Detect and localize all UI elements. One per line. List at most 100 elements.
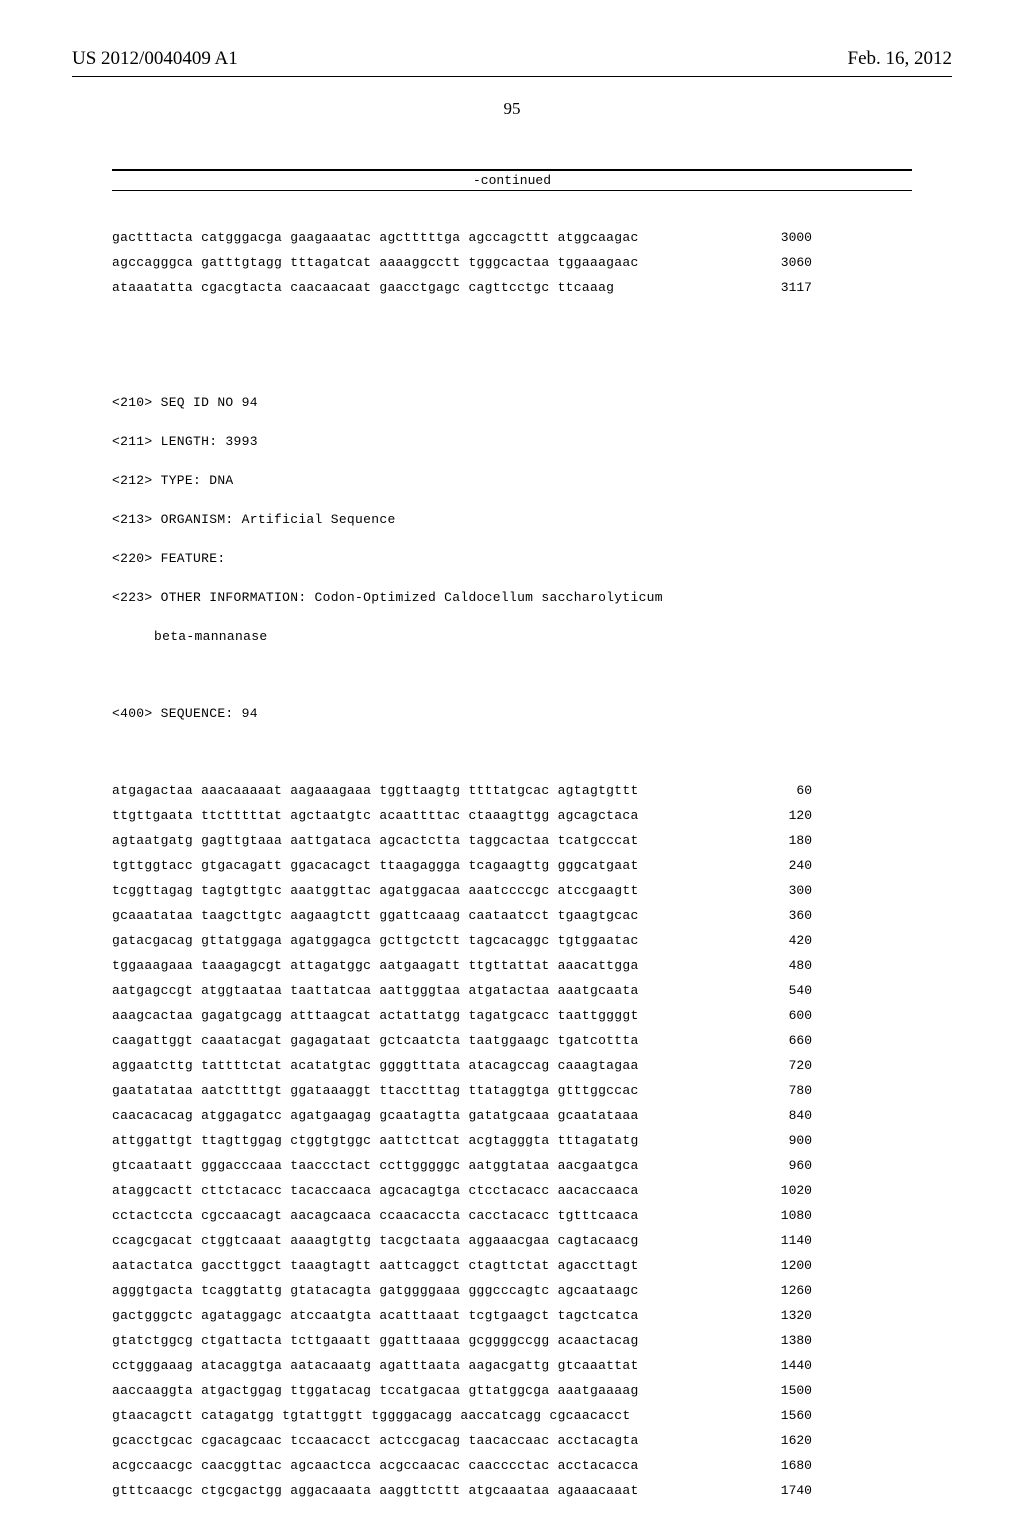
seq-text: ccagcgacat ctggtcaaat aaaagtgttg tacgcta…	[112, 1234, 639, 1247]
seq-text: gactttacta catgggacga gaagaaatac agctttt…	[112, 231, 639, 244]
seq-text: agggtgacta tcaggtattg gtatacagta gatgggg…	[112, 1284, 639, 1297]
seq-row: gcacctgcac cgacagcaac tccaacacct actccga…	[112, 1434, 812, 1447]
seq-text: aatgagccgt atggtaataa taattatcaa aattggg…	[112, 984, 639, 997]
seq-row: ataggcactt cttctacacc tacaccaaca agcacag…	[112, 1184, 812, 1197]
seq-position: 1380	[764, 1334, 812, 1347]
continued-label: -continued	[112, 169, 912, 191]
seq-text: ataggcactt cttctacacc tacaccaaca agcacag…	[112, 1184, 639, 1197]
seq-position: 120	[764, 809, 812, 822]
sequence-listing: gactttacta catgggacga gaagaaatac agctttt…	[112, 205, 912, 1523]
seq-row: aggaatcttg tattttctat acatatgtac ggggttt…	[112, 1059, 812, 1072]
seq-row: acgccaacgc caacggttac agcaactcca acgccaa…	[112, 1459, 812, 1472]
seq-text: ttgttgaata ttctttttat agctaatgtc acaattt…	[112, 809, 639, 822]
seq-text: gtcaataatt gggacccaaa taaccctact ccttggg…	[112, 1159, 639, 1172]
seq-position: 240	[764, 859, 812, 872]
seq-position: 720	[764, 1059, 812, 1072]
seq-position: 960	[764, 1159, 812, 1172]
seq-row: gtttcaacgc ctgcgactgg aggacaaata aaggttc…	[112, 1484, 812, 1497]
seq-text: gcaaatataa taagcttgtc aagaagtctt ggattca…	[112, 909, 639, 922]
seq-position: 1140	[764, 1234, 812, 1247]
seq-position: 420	[764, 934, 812, 947]
page: US 2012/0040409 A1 Feb. 16, 2012 95 -con…	[0, 0, 1024, 1320]
seq-position: 1200	[764, 1259, 812, 1272]
seq-text: gtatctggcg ctgattacta tcttgaaatt ggattta…	[112, 1334, 639, 1347]
seq-text: tggaaagaaa taaagagcgt attagatggc aatgaag…	[112, 959, 639, 972]
seq-position: 3117	[764, 281, 812, 294]
seq-row: gaatatataa aatcttttgt ggataaaggt ttacctt…	[112, 1084, 812, 1097]
meta-211: <211> LENGTH: 3993	[112, 435, 912, 448]
seq-position: 1500	[764, 1384, 812, 1397]
seq-text: cctactccta cgccaacagt aacagcaaca ccaacac…	[112, 1209, 639, 1222]
seq-text: cctgggaaag atacaggtga aatacaaatg agattta…	[112, 1359, 639, 1372]
seq-row: aatactatca gaccttggct taaagtagtt aattcag…	[112, 1259, 812, 1272]
seq-text: agtaatgatg gagttgtaaa aattgataca agcactc…	[112, 834, 639, 847]
seq-position: 3060	[764, 256, 812, 269]
seq-position: 1560	[764, 1409, 812, 1422]
seq-text: caacacacag atggagatcc agatgaagag gcaatag…	[112, 1109, 639, 1122]
seq-position: 360	[764, 909, 812, 922]
seq-position: 300	[764, 884, 812, 897]
seq-position: 1620	[764, 1434, 812, 1447]
seq-row: gcaaatataa taagcttgtc aagaagtctt ggattca…	[112, 909, 812, 922]
publication-date: Feb. 16, 2012	[848, 48, 953, 70]
seq-row: caacacacag atggagatcc agatgaagag gcaatag…	[112, 1109, 812, 1122]
meta-220: <220> FEATURE:	[112, 552, 912, 565]
seq-row: gactttacta catgggacga gaagaaatac agctttt…	[112, 231, 812, 244]
meta-223b: beta-mannanase	[112, 630, 912, 643]
seq-text: aggaatcttg tattttctat acatatgtac ggggttt…	[112, 1059, 639, 1072]
meta-223a: <223> OTHER INFORMATION: Codon-Optimized…	[112, 591, 912, 604]
seq-text: gcacctgcac cgacagcaac tccaacacct actccga…	[112, 1434, 639, 1447]
meta-210: <210> SEQ ID NO 94	[112, 396, 912, 409]
seq-row: agccagggca gatttgtagg tttagatcat aaaaggc…	[112, 256, 812, 269]
seq-position: 480	[764, 959, 812, 972]
seq-text: acgccaacgc caacggttac agcaactcca acgccaa…	[112, 1459, 639, 1472]
meta-213: <213> ORGANISM: Artificial Sequence	[112, 513, 912, 526]
seq-text: attggattgt ttagttggag ctggtgtggc aattctt…	[112, 1134, 639, 1147]
seq-text: gtaacagctt catagatgg tgtattggtt tggggaca…	[112, 1409, 630, 1422]
seq-text: agccagggca gatttgtagg tttagatcat aaaaggc…	[112, 256, 639, 269]
seq-position: 1320	[764, 1309, 812, 1322]
seq-row: gatacgacag gttatggaga agatggagca gcttgct…	[112, 934, 812, 947]
seq-main-block: atgagactaa aaacaaaaat aagaaagaaa tggttaa…	[112, 784, 912, 1497]
seq-row: ataaatatta cgacgtacta caacaacaat gaacctg…	[112, 281, 812, 294]
seq-row: ttgttgaata ttctttttat agctaatgtc acaattt…	[112, 809, 812, 822]
seq-position: 1020	[764, 1184, 812, 1197]
seq-text: aaccaaggta atgactggag ttggatacag tccatga…	[112, 1384, 639, 1397]
seq-text: aatactatca gaccttggct taaagtagtt aattcag…	[112, 1259, 639, 1272]
seq-text: aaagcactaa gagatgcagg atttaagcat actatta…	[112, 1009, 639, 1022]
seq-position: 1680	[764, 1459, 812, 1472]
page-number: 95	[72, 99, 952, 119]
seq-position: 900	[764, 1134, 812, 1147]
seq-row: tgttggtacc gtgacagatt ggacacagct ttaagag…	[112, 859, 812, 872]
seq-row: ccagcgacat ctggtcaaat aaaagtgttg tacgcta…	[112, 1234, 812, 1247]
seq-row: gtaacagctt catagatgg tgtattggtt tggggaca…	[112, 1409, 812, 1422]
seq-text: gtttcaacgc ctgcgactgg aggacaaata aaggttc…	[112, 1484, 639, 1497]
seq-row: cctgggaaag atacaggtga aatacaaatg agattta…	[112, 1359, 812, 1372]
seq-row: attggattgt ttagttggag ctggtgtggc aattctt…	[112, 1134, 812, 1147]
seq-row: agtaatgatg gagttgtaaa aattgataca agcactc…	[112, 834, 812, 847]
seq-row: aaccaaggta atgactggag ttggatacag tccatga…	[112, 1384, 812, 1397]
seq-text: ataaatatta cgacgtacta caacaacaat gaacctg…	[112, 281, 614, 294]
seq-row: aaagcactaa gagatgcagg atttaagcat actatta…	[112, 1009, 812, 1022]
meta-400: <400> SEQUENCE: 94	[112, 707, 912, 720]
seq-text: tcggttagag tagtgttgtc aaatggttac agatgga…	[112, 884, 639, 897]
seq-position: 660	[764, 1034, 812, 1047]
seq-text: caagattggt caaatacgat gagagataat gctcaat…	[112, 1034, 639, 1047]
seq-position: 1260	[764, 1284, 812, 1297]
seq-text: tgttggtacc gtgacagatt ggacacagct ttaagag…	[112, 859, 639, 872]
seq-position: 600	[764, 1009, 812, 1022]
seq-position: 840	[764, 1109, 812, 1122]
seq-position: 60	[764, 784, 812, 797]
seq-row: agggtgacta tcaggtattg gtatacagta gatgggg…	[112, 1284, 812, 1297]
seq-position: 1440	[764, 1359, 812, 1372]
seq-text: gatacgacag gttatggaga agatggagca gcttgct…	[112, 934, 639, 947]
seq-position: 540	[764, 984, 812, 997]
seq-row: cctactccta cgccaacagt aacagcaaca ccaacac…	[112, 1209, 812, 1222]
seq-position: 1080	[764, 1209, 812, 1222]
continued-wrap: -continued	[112, 169, 912, 191]
page-header: US 2012/0040409 A1 Feb. 16, 2012	[72, 48, 952, 70]
seq-position: 780	[764, 1084, 812, 1097]
seq-row: aatgagccgt atggtaataa taattatcaa aattggg…	[112, 984, 812, 997]
seq-text: gaatatataa aatcttttgt ggataaaggt ttacctt…	[112, 1084, 639, 1097]
seq-row: tcggttagag tagtgttgtc aaatggttac agatgga…	[112, 884, 812, 897]
